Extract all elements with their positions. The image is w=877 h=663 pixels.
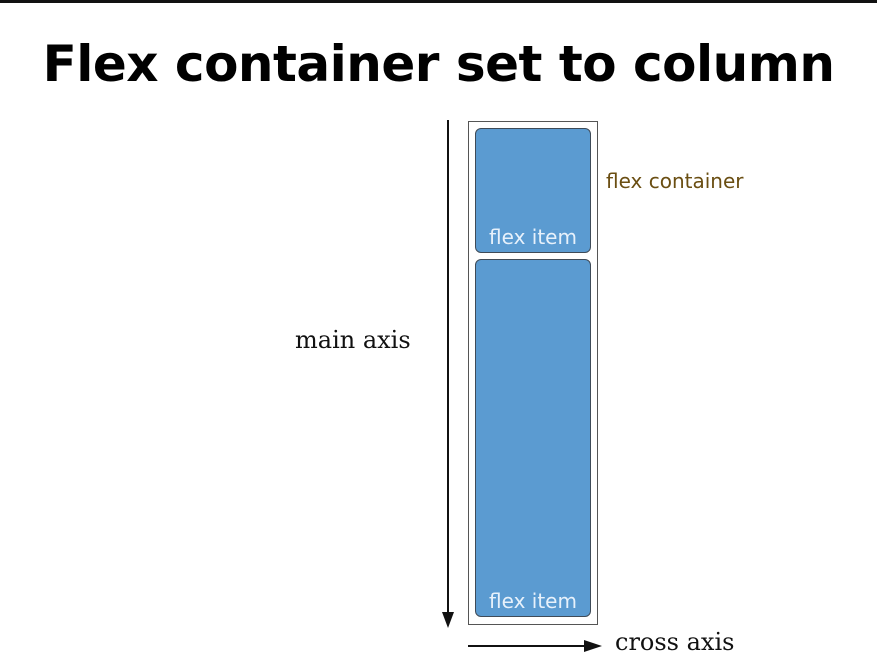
flex-item-2: flex item: [475, 259, 591, 617]
flex-container-label: flex container: [606, 169, 744, 193]
top-divider: [0, 0, 877, 3]
flex-item-label: flex item: [489, 225, 577, 249]
main-axis-arrow: [442, 120, 454, 628]
cross-axis-arrow: [468, 640, 602, 652]
cross-axis-label: cross axis: [615, 628, 735, 656]
page-title: Flex container set to column: [42, 35, 835, 93]
flex-item-label: flex item: [489, 589, 577, 613]
flex-item-1: flex item: [475, 128, 591, 253]
main-axis-label: main axis: [295, 326, 411, 354]
flex-container: flex item flex item: [468, 121, 598, 625]
